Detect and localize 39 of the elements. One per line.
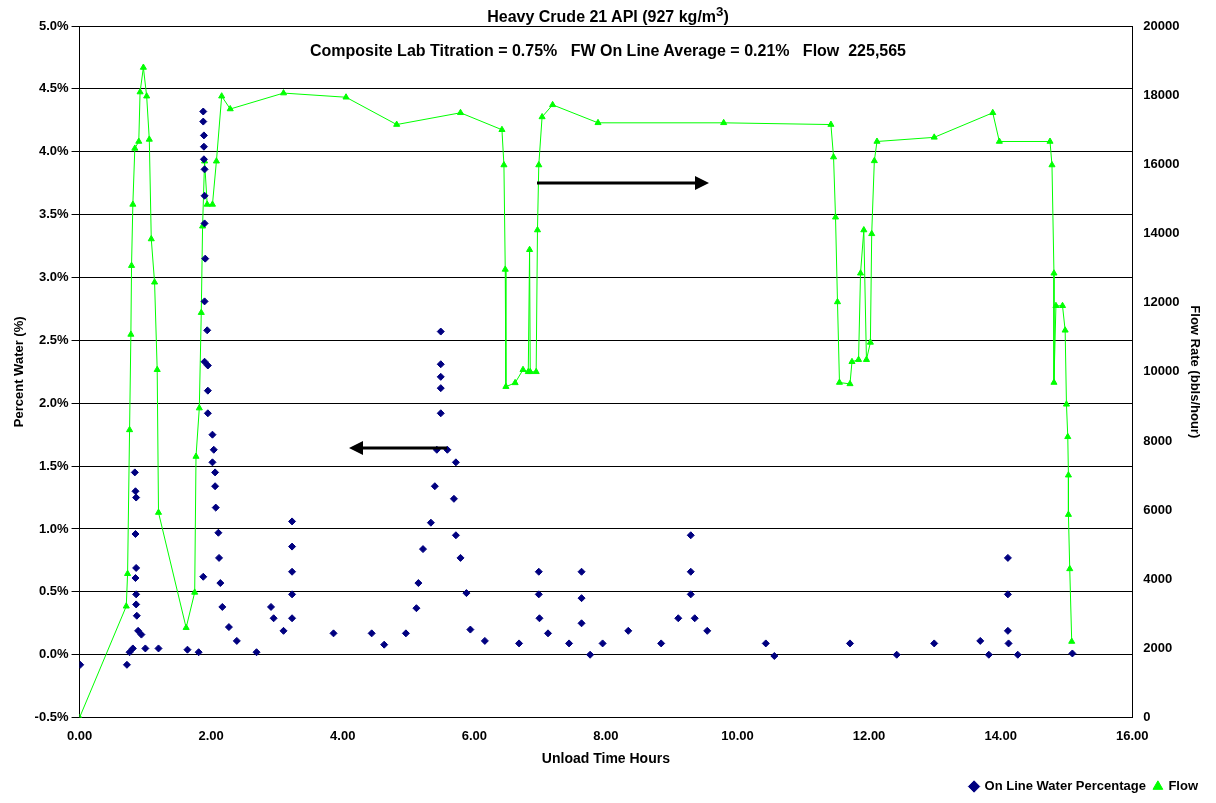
y2-tick-label: 20000	[1143, 17, 1180, 33]
y-tick-label: 4.5%	[38, 80, 69, 96]
y-tick-label: 1.5%	[38, 457, 69, 473]
y2-tick-label: 4000	[1143, 570, 1173, 586]
x-tick-label: 14.00	[984, 727, 1017, 743]
y2-tick-label: 8000	[1143, 432, 1173, 448]
y-axis-title: Percent Water (%)	[11, 316, 27, 428]
x-tick-label: 0.00	[66, 727, 93, 743]
x-tick-label: 2.00	[198, 727, 224, 743]
y-tick-label: 0.0%	[38, 646, 69, 662]
y-tick-label: 3.5%	[38, 206, 69, 222]
y-tick-label: 3.0%	[38, 269, 69, 285]
y-tick-label: 4.0%	[38, 143, 69, 159]
x-tick-label: 12.00	[852, 727, 886, 743]
x-tick-label: 4.00	[330, 727, 356, 743]
y2-tick-label: 16000	[1143, 155, 1180, 171]
chart-title: Heavy Crude 21 API (927 kg/m$^{3}$)	[487, 4, 729, 26]
y-tick-label: 0.5%	[38, 583, 69, 599]
y-tick-label: 2.0%	[38, 394, 69, 410]
y-tick-label: 5.0%	[38, 17, 69, 33]
y2-axis-title: Flow Rate (bbls/hour)	[1187, 305, 1203, 439]
y2-tick-label: 12000	[1143, 294, 1180, 310]
y2-tick-label: 10000	[1143, 363, 1180, 379]
x-tick-label: 16.00	[1115, 727, 1149, 743]
y2-tick-label: 2000	[1143, 640, 1173, 656]
y2-tick-label: 18000	[1143, 86, 1180, 102]
x-tick-label: 8.00	[593, 727, 619, 743]
y-tick-label: 2.5%	[38, 331, 69, 347]
legend-label: Flow	[1168, 778, 1199, 794]
y-tick-label: -0.5%	[34, 709, 69, 725]
y2-tick-label: 0	[1143, 709, 1151, 725]
y2-tick-label: 14000	[1143, 225, 1180, 241]
y-tick-label: 1.0%	[38, 520, 69, 536]
x-tick-label: 10.00	[721, 727, 754, 743]
text: Composite Lab Titration = 0.75% FW On Line Average = 0.21% Flow 225,565	[309, 42, 907, 60]
x-tick-label: 6.00	[461, 727, 487, 743]
y2-tick-label: 6000	[1143, 501, 1173, 517]
legend-label: On Line Water Percentage	[984, 778, 1146, 794]
x-axis-title: Unload Time Hours	[541, 750, 671, 767]
